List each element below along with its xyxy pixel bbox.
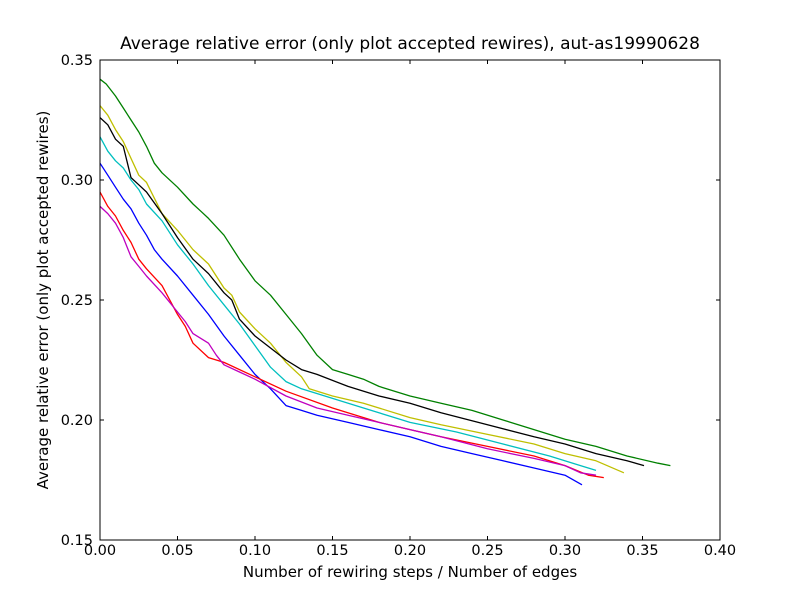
y-tick-label: 0.20	[61, 413, 93, 429]
tick-layer: 0.00 0.05 0.10 0.15 0.20 0.25 0.30 0.35 0.40 0.15…	[61, 53, 736, 559]
x-tick-label: 0.00	[84, 543, 116, 559]
series-line-5	[99, 162, 583, 486]
x-tick-label: 0.05	[161, 543, 193, 559]
series-line-2	[99, 105, 625, 474]
x-tick-label: 0.40	[704, 543, 736, 559]
x-tick-label: 0.25	[471, 543, 503, 559]
series-line-3	[99, 117, 645, 467]
x-tick-label: 0.20	[394, 543, 426, 559]
x-tick-label: 0.30	[549, 543, 581, 559]
series-line-4	[99, 136, 597, 472]
chart-title: Average relative error (only plot accept…	[120, 34, 700, 54]
series-layer	[99, 78, 671, 486]
y-axis-label: Average relative error (only plot accept…	[34, 111, 52, 490]
series-line-6	[99, 191, 604, 479]
y-tick-label: 0.15	[61, 533, 93, 549]
x-tick-label: 0.35	[626, 543, 658, 559]
y-tick-label: 0.25	[61, 293, 93, 309]
x-axis-label: Number of rewiring steps / Number of edg…	[243, 563, 577, 581]
x-tick-label: 0.10	[239, 543, 271, 559]
y-tick-label: 0.35	[61, 53, 93, 69]
x-tick-label: 0.15	[316, 543, 348, 559]
series-line-1	[99, 78, 671, 467]
y-tick-label: 0.30	[61, 173, 93, 189]
series-line-7	[99, 205, 597, 476]
